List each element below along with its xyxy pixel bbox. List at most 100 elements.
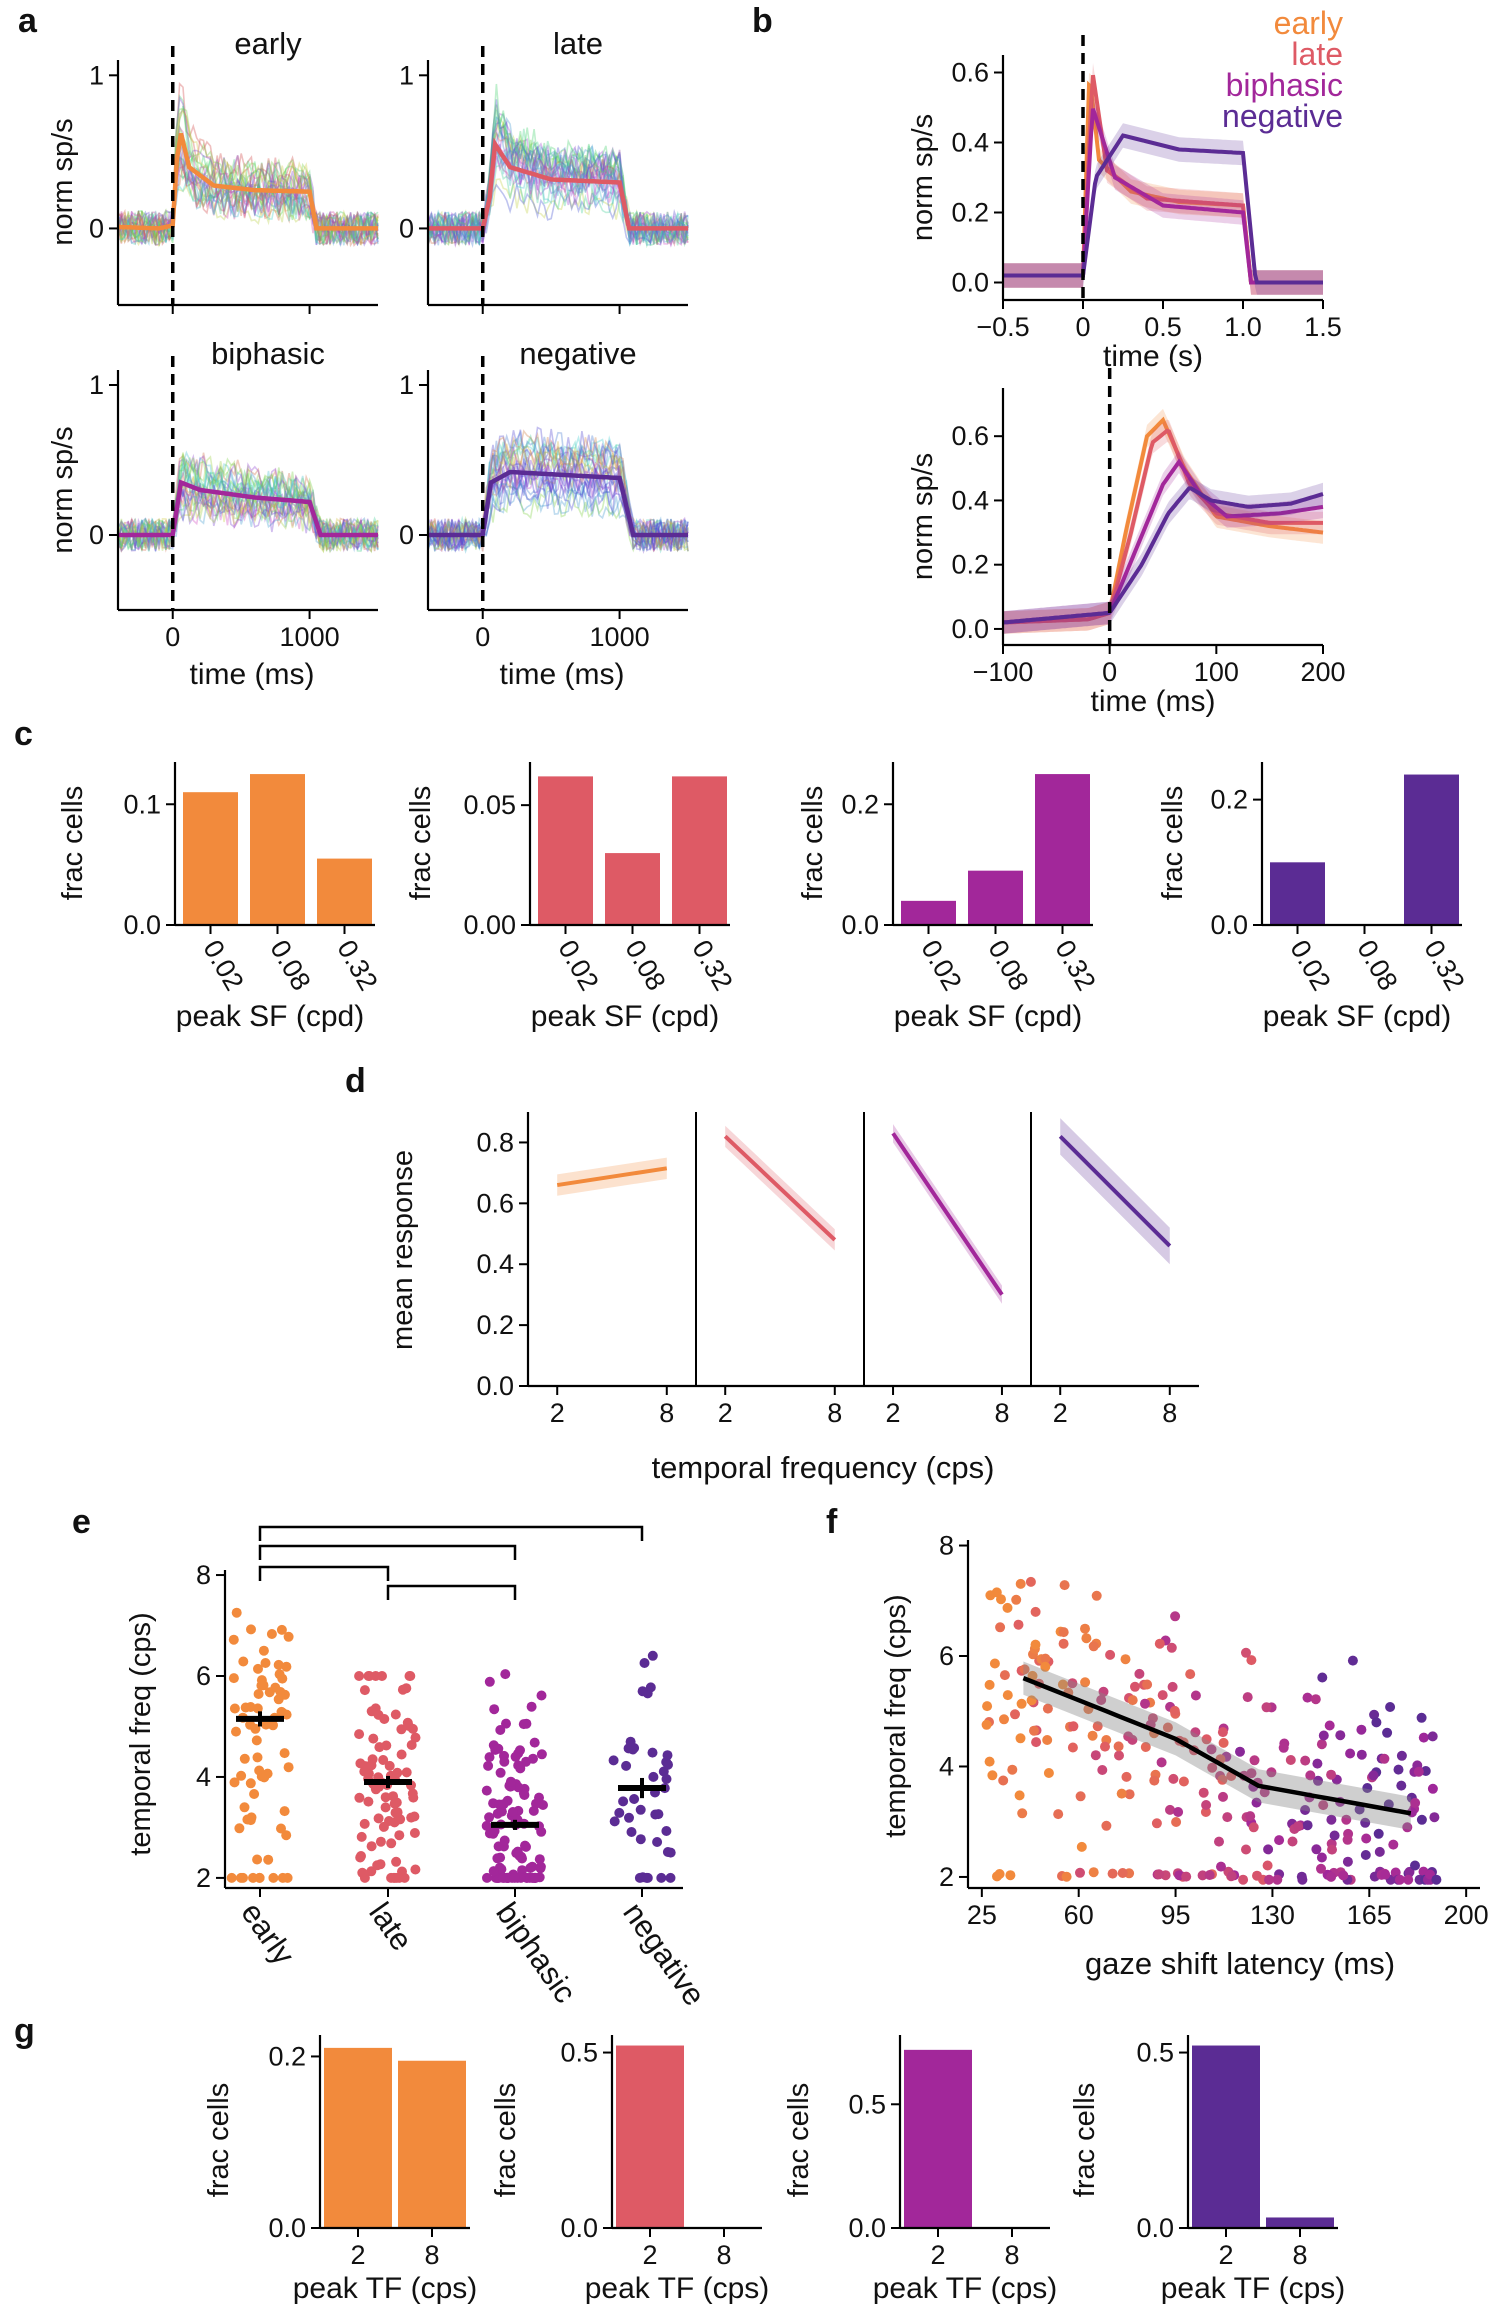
panel-e-biphasic-point (509, 1872, 520, 1883)
panel-f-point (1342, 1834, 1353, 1845)
panel-a-early-single-trace (117, 154, 379, 248)
panel-f-point (1002, 1602, 1013, 1613)
panel-f-point (1058, 1627, 1069, 1638)
panel-e-late-point (368, 1733, 379, 1744)
panel-a-late-single-trace (427, 121, 689, 246)
panel-f-point (1201, 1734, 1212, 1745)
panel-d-early-xtick-label: 2 (550, 1398, 565, 1428)
panel-f-point (1149, 1775, 1160, 1786)
panel-f-point (1080, 1623, 1090, 1634)
panel-e-biphasic-point (536, 1749, 547, 1760)
panel-f-point (1402, 1822, 1413, 1833)
panel-f-point (989, 1658, 1000, 1669)
panel-f-point (987, 1770, 998, 1781)
panel-a-late-single-trace (427, 119, 689, 245)
panel-e-biphasic-point (527, 1861, 538, 1872)
panel-g-biphasic-bar-2 (904, 2049, 972, 2228)
panel-e-late-point (389, 1798, 400, 1809)
panel-e-biphasic-points (481, 1669, 548, 1883)
panel-e-late-point (410, 1864, 421, 1875)
panel-a-late-single-trace (427, 145, 689, 248)
panel-b-zoom-ytick-label: 0.6 (951, 421, 989, 451)
panel-f-point (1403, 1874, 1414, 1885)
panel-e-early-point (279, 1748, 290, 1759)
panel-f-point (1252, 1870, 1262, 1881)
panel-e-early-point (256, 1680, 267, 1691)
panel-a-negative-title: negative (519, 336, 636, 371)
panel-a-xlabel-left: time (ms) (190, 658, 315, 691)
panel-f-point (1156, 1757, 1167, 1768)
panel-f-point (1287, 1836, 1298, 1847)
panel-a-late-ytick-label: 1 (399, 60, 414, 90)
panel-d-early-xtick-label: 8 (659, 1398, 674, 1428)
panel-g-early-xlabel: peak TF (cps) (293, 2272, 478, 2305)
panel-f-point (1356, 1749, 1367, 1760)
panel-e-early-point (279, 1806, 290, 1817)
panel-e-late-point (375, 1836, 386, 1847)
panel-g-late-bar-2 (616, 2045, 684, 2228)
panel-e-xtick-label-late: late (362, 1896, 419, 1957)
panel-c-early-ytick-label: 0.1 (123, 789, 161, 819)
panel-f-point (1097, 1765, 1108, 1775)
panel-e-biphasic-point (495, 1725, 506, 1735)
panel-b-legend-biphasic: biphasic (1226, 67, 1343, 103)
panel-e-biphasic-point (531, 1798, 541, 1809)
panel-a-late-single-trace (427, 115, 689, 246)
panel-f-point (1246, 1655, 1257, 1666)
panel-a-late-single-trace (427, 131, 689, 245)
panel-f-point (1368, 1770, 1379, 1781)
panel-f-point (1251, 1797, 1262, 1808)
panel-b-full-ytick-label: 0.6 (951, 58, 989, 88)
panel-f-point (1029, 1725, 1039, 1736)
panel-a-late-ytick-label: 0 (399, 213, 414, 243)
panel-f-point (1057, 1679, 1068, 1690)
panel-f-xlabel: gaze shift latency (ms) (1085, 1946, 1395, 1981)
panel-f-point (1140, 1742, 1151, 1752)
panel-f-ytick-label: 4 (939, 1751, 954, 1781)
panel-a-early-single-trace (117, 147, 379, 247)
panel-f-point (1167, 1681, 1178, 1692)
panel-c-early-bar-0.32 (317, 858, 372, 925)
panel-g-biphasic-xtick-label: 2 (930, 2240, 945, 2270)
panel-e-biphasic-point (495, 1767, 506, 1778)
panel-f-point (1030, 1606, 1041, 1617)
panel-d-negative-xtick-label: 2 (1053, 1398, 1068, 1428)
panel-e-early-point (228, 1634, 239, 1645)
panel-label-g: g (14, 2012, 35, 2050)
panel-c-late-bar-0.08 (605, 853, 660, 925)
panel-e-early-point (276, 1624, 287, 1635)
panel-a-early-single-trace (117, 109, 379, 248)
panel-f-xtick-label: 165 (1347, 1900, 1392, 1930)
panel-a-biphasic-single-trace (117, 488, 379, 552)
panel-f-point (1326, 1871, 1337, 1882)
panel-label-f: f (826, 1503, 838, 1541)
panel-f-point (1042, 1703, 1053, 1714)
panel-g-early-xtick-label: 2 (350, 2240, 365, 2270)
panel-f-xtick-label: 130 (1250, 1900, 1295, 1930)
panel-c-early-xtick-label: 0.02 (197, 935, 249, 996)
panel-e-negative-point (647, 1747, 658, 1758)
panel-f-point (1002, 1690, 1013, 1701)
panel-e-negative-point (662, 1847, 673, 1857)
panel-f-xtick-label: 95 (1161, 1900, 1191, 1930)
panel-e-negative-point (629, 1743, 640, 1753)
panel-f-xtick-label: 60 (1064, 1900, 1094, 1930)
panel-f-point (998, 1775, 1009, 1786)
panel-a-early-single-trace (117, 180, 379, 246)
panel-c-early-xtick-label: 0.08 (264, 935, 316, 996)
panel-a-early-single-trace (117, 108, 379, 247)
panel-c-biphasic-bar-0.02 (901, 900, 956, 925)
panel-e-negative-point (639, 1658, 650, 1668)
panel-c-biphasic-ytick-label: 0.2 (841, 789, 879, 819)
panel-f-point (1242, 1692, 1253, 1703)
panel-f-xtick-label: 25 (967, 1900, 997, 1930)
panel-e-biphasic-point (512, 1846, 523, 1857)
panel-e-biphasic-point (536, 1690, 547, 1701)
panel-e-biphasic-point (505, 1776, 516, 1787)
panel-f-point (1341, 1814, 1352, 1825)
panel-b-full-ytick-label: 0.2 (951, 198, 989, 228)
panel-f-point (1262, 1860, 1273, 1871)
panel-f-point (1154, 1869, 1164, 1880)
panel-f-point (1134, 1668, 1145, 1679)
